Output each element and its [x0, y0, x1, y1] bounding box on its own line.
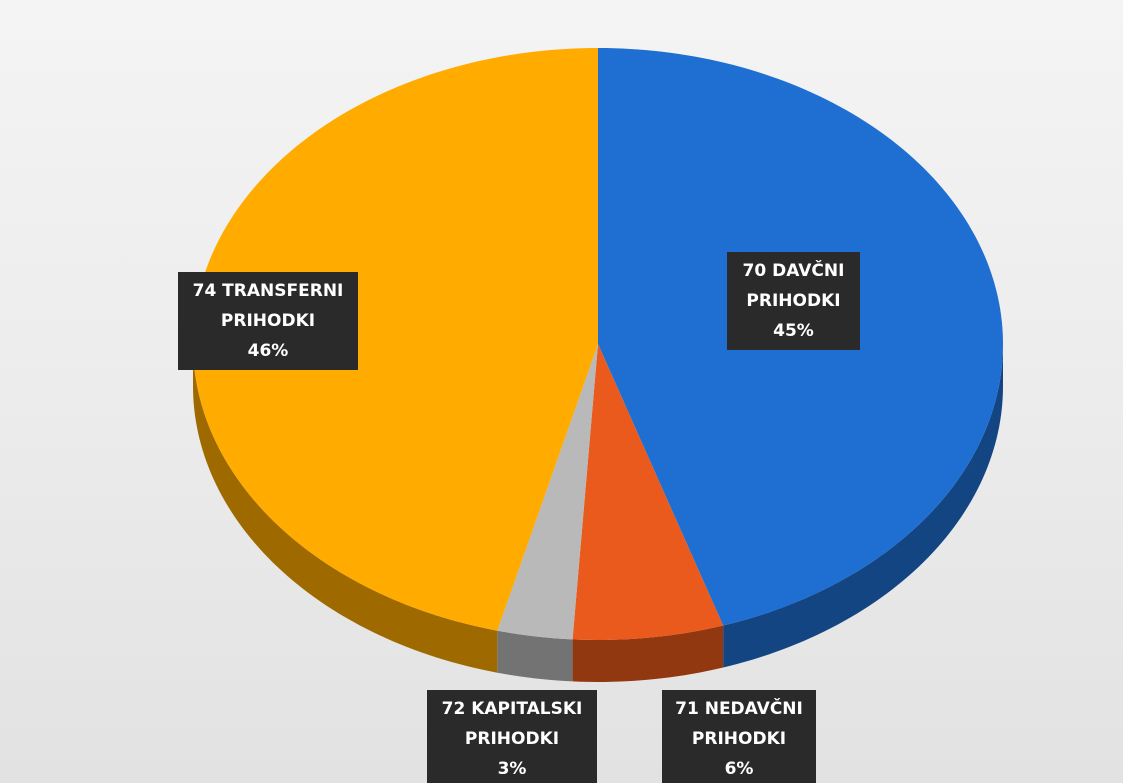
pie-slice	[497, 344, 598, 640]
label-category: 74 TRANSFERNI PRIHODKI	[192, 281, 344, 331]
data-label: 72 KAPITALSKI PRIHODKI 3%	[427, 690, 597, 783]
pie-side	[572, 625, 724, 682]
pie-side	[497, 630, 573, 682]
label-value: 3%	[497, 759, 527, 779]
data-label: 71 NEDAVČNI PRIHODKI 6%	[662, 690, 816, 783]
data-label: 74 TRANSFERNI PRIHODKI 46%	[178, 272, 358, 370]
pie-slice	[193, 48, 598, 631]
label-value: 45%	[773, 321, 814, 341]
label-category: 72 KAPITALSKI PRIHODKI	[441, 699, 583, 749]
label-category: 71 NEDAVČNI PRIHODKI	[675, 699, 803, 749]
label-value: 46%	[247, 341, 289, 361]
data-label: 70 DAVČNI PRIHODKI 45%	[727, 252, 860, 350]
pie-side	[193, 344, 498, 673]
pie-side	[723, 344, 1003, 668]
label-value: 6%	[724, 759, 754, 779]
label-category: 70 DAVČNI PRIHODKI	[742, 261, 845, 311]
pie-slice	[572, 344, 724, 640]
